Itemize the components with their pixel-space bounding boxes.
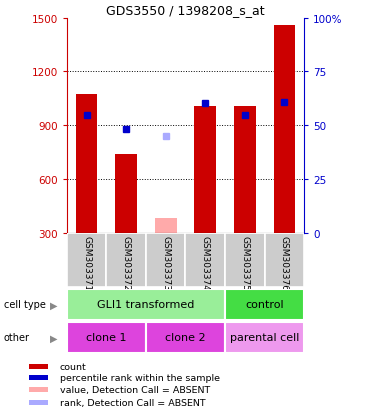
Text: percentile rank within the sample: percentile rank within the sample [60, 373, 220, 382]
Title: GDS3550 / 1398208_s_at: GDS3550 / 1398208_s_at [106, 5, 265, 17]
Text: control: control [245, 299, 284, 310]
Bar [234, 106, 256, 233]
Bar [67, 322, 146, 353]
Text: GSM303376: GSM303376 [280, 235, 289, 290]
Bar [225, 233, 265, 287]
Bar [225, 289, 304, 320]
Bar [29, 387, 48, 392]
Bar [265, 233, 304, 287]
Bar [106, 233, 146, 287]
Text: count: count [60, 362, 87, 371]
Bar [194, 106, 216, 233]
Text: parental cell: parental cell [230, 332, 299, 343]
Bar [146, 322, 225, 353]
Text: cell type: cell type [4, 299, 46, 310]
Text: clone 2: clone 2 [165, 332, 206, 343]
Text: GSM303374: GSM303374 [201, 235, 210, 290]
Bar [155, 218, 177, 233]
Text: clone 1: clone 1 [86, 332, 127, 343]
Bar [29, 364, 48, 369]
Bar [273, 26, 295, 233]
Bar [29, 375, 48, 380]
Bar [115, 154, 137, 233]
Bar [225, 322, 304, 353]
Text: other: other [4, 332, 30, 343]
Text: GLI1 transformed: GLI1 transformed [97, 299, 195, 310]
Text: rank, Detection Call = ABSENT: rank, Detection Call = ABSENT [60, 398, 206, 407]
Text: GSM303372: GSM303372 [122, 235, 131, 290]
Text: ▶: ▶ [50, 332, 58, 343]
Bar [186, 233, 225, 287]
Bar [67, 289, 225, 320]
Text: GSM303373: GSM303373 [161, 235, 170, 290]
Text: ▶: ▶ [50, 299, 58, 310]
Text: GSM303371: GSM303371 [82, 235, 91, 290]
Bar [29, 400, 48, 405]
Bar [146, 233, 186, 287]
Bar [67, 233, 106, 287]
Text: value, Detection Call = ABSENT: value, Detection Call = ABSENT [60, 385, 210, 394]
Text: GSM303375: GSM303375 [240, 235, 249, 290]
Bar [76, 95, 98, 233]
